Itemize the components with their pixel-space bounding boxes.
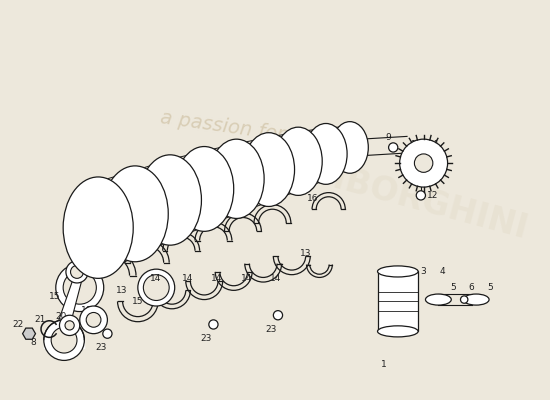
Text: 20: 20 xyxy=(56,312,67,321)
Text: 18: 18 xyxy=(88,260,100,269)
Ellipse shape xyxy=(377,326,418,337)
Ellipse shape xyxy=(175,146,234,231)
Text: 2: 2 xyxy=(404,269,410,278)
Polygon shape xyxy=(58,281,81,324)
Circle shape xyxy=(66,261,88,283)
Circle shape xyxy=(65,321,74,330)
Circle shape xyxy=(138,269,175,306)
Text: 16: 16 xyxy=(307,194,319,203)
Circle shape xyxy=(414,154,433,172)
Text: 9: 9 xyxy=(386,133,392,142)
Circle shape xyxy=(460,296,468,303)
Text: 17: 17 xyxy=(160,232,171,241)
Text: 17: 17 xyxy=(251,187,262,196)
Circle shape xyxy=(70,266,84,278)
Text: 11: 11 xyxy=(429,140,441,149)
Text: LAMBORGHINI: LAMBORGHINI xyxy=(264,145,532,246)
Text: 1: 1 xyxy=(381,360,387,369)
Text: 13: 13 xyxy=(300,249,311,258)
Ellipse shape xyxy=(63,177,133,278)
Text: 23: 23 xyxy=(200,334,212,343)
Ellipse shape xyxy=(426,294,452,305)
Circle shape xyxy=(389,143,398,152)
Text: 22: 22 xyxy=(12,320,24,329)
Circle shape xyxy=(63,271,96,304)
Text: 7: 7 xyxy=(86,306,92,315)
Text: 23: 23 xyxy=(95,343,107,352)
Circle shape xyxy=(59,315,80,336)
Circle shape xyxy=(44,320,84,360)
Text: 5: 5 xyxy=(450,283,456,292)
Ellipse shape xyxy=(209,139,264,218)
Text: 14: 14 xyxy=(270,274,281,283)
Text: 14: 14 xyxy=(241,274,252,283)
Text: 15: 15 xyxy=(132,297,144,306)
Text: 14: 14 xyxy=(211,274,223,283)
Circle shape xyxy=(416,191,426,200)
Ellipse shape xyxy=(274,127,322,195)
Text: 14: 14 xyxy=(182,274,193,283)
Text: 10: 10 xyxy=(410,140,422,149)
Ellipse shape xyxy=(243,133,295,206)
Text: 15: 15 xyxy=(49,292,60,301)
Polygon shape xyxy=(44,340,84,348)
Circle shape xyxy=(400,139,448,187)
Text: 16: 16 xyxy=(125,246,136,255)
Circle shape xyxy=(144,275,169,300)
Text: a passion for: a passion for xyxy=(159,108,286,144)
Ellipse shape xyxy=(139,155,201,245)
Ellipse shape xyxy=(377,266,418,277)
Polygon shape xyxy=(23,328,36,339)
Text: 12: 12 xyxy=(427,191,438,200)
Text: 21: 21 xyxy=(35,315,46,324)
Circle shape xyxy=(273,311,283,320)
Text: 4: 4 xyxy=(439,268,445,276)
Ellipse shape xyxy=(305,124,347,184)
Text: 5: 5 xyxy=(487,283,493,292)
Text: 23: 23 xyxy=(265,324,276,334)
Ellipse shape xyxy=(102,166,168,262)
Circle shape xyxy=(56,264,104,312)
Ellipse shape xyxy=(332,122,368,173)
Text: 6: 6 xyxy=(469,283,475,292)
Text: 13: 13 xyxy=(116,286,127,295)
Ellipse shape xyxy=(463,294,489,305)
Circle shape xyxy=(103,329,112,338)
Text: 19: 19 xyxy=(80,306,92,315)
Circle shape xyxy=(86,312,101,327)
Text: 8: 8 xyxy=(31,338,36,347)
Text: 17: 17 xyxy=(222,202,233,210)
Text: 3: 3 xyxy=(421,268,426,276)
Text: 17: 17 xyxy=(192,216,204,225)
Circle shape xyxy=(209,320,218,329)
Text: 14: 14 xyxy=(150,274,161,283)
Circle shape xyxy=(80,306,107,334)
Bar xyxy=(377,272,418,331)
Circle shape xyxy=(51,327,77,353)
